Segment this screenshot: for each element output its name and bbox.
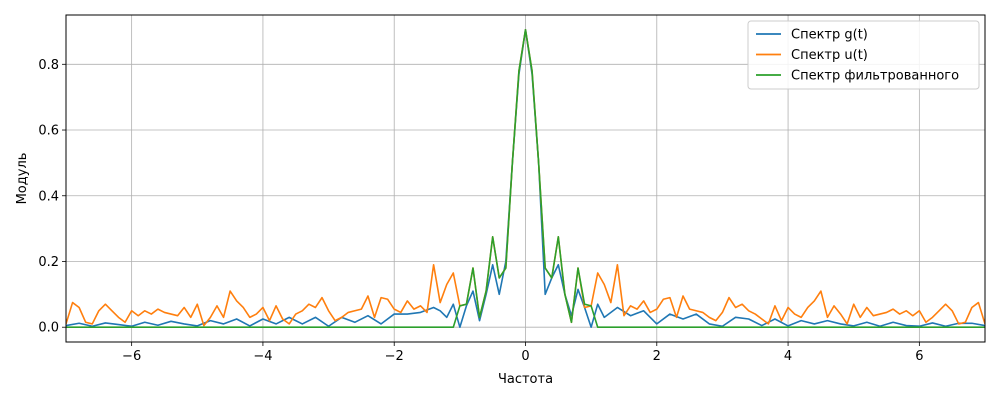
legend: Спектр g(t) Спектр u(t) Спектр фильтрованн… xyxy=(747,20,980,90)
y-tick-label: 0.0 xyxy=(38,321,59,336)
series-group xyxy=(66,28,985,329)
y-tick-label: 0.2 xyxy=(38,255,59,270)
y-tick-label: 0.4 xyxy=(38,189,59,204)
axis-ticks: −6 −4 −2 0 2 4 6 0.0 0.2 0.4 0.6 0.8 xyxy=(38,58,923,364)
x-tick-label: −4 xyxy=(253,349,272,364)
legend-frame xyxy=(747,20,980,90)
y-axis-label: Модуль xyxy=(15,153,30,205)
x-tick-label: 0 xyxy=(521,349,529,364)
legend-label: Спектр u(t) xyxy=(791,48,868,63)
x-tick-label: 6 xyxy=(915,349,923,364)
x-tick-label: −2 xyxy=(385,349,404,364)
x-tick-label: 4 xyxy=(784,349,792,364)
legend-label: Спектр фильтрованного xyxy=(791,69,959,84)
x-axis-label: Частота xyxy=(498,372,553,387)
x-tick-label: −6 xyxy=(122,349,141,364)
legend-label: Спектр g(t) xyxy=(791,28,868,43)
x-tick-label: 2 xyxy=(653,349,661,364)
y-tick-label: 0.8 xyxy=(38,58,59,73)
y-tick-label: 0.6 xyxy=(38,124,59,139)
series-line-3 xyxy=(66,28,985,329)
